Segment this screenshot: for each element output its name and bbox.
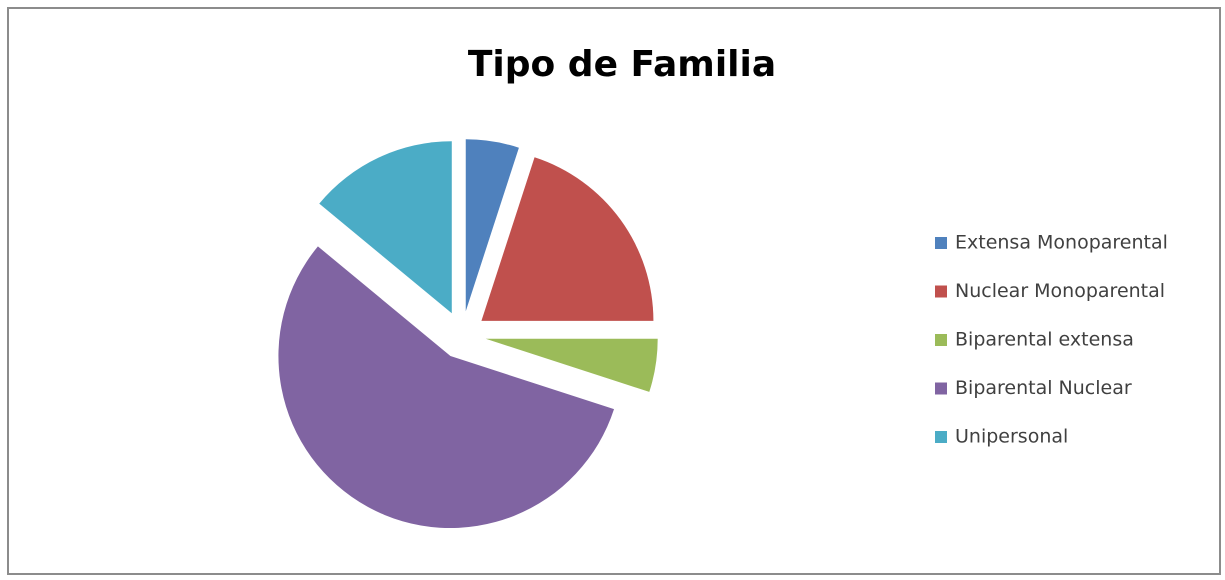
pie-slice bbox=[465, 139, 519, 312]
legend-label: Biparental extensa bbox=[955, 329, 1134, 351]
legend-label: Biparental Nuclear bbox=[955, 377, 1132, 399]
legend-swatch bbox=[935, 431, 947, 443]
legend-swatch bbox=[935, 382, 947, 395]
legend-label: Unipersonal bbox=[955, 426, 1068, 448]
legend-swatch bbox=[935, 334, 947, 346]
legend-swatch bbox=[935, 237, 947, 249]
pie-slice bbox=[481, 157, 654, 321]
pie-slice bbox=[485, 338, 658, 392]
legend-label: Extensa Monoparental bbox=[955, 232, 1168, 254]
chart-title: Tipo de Familia bbox=[468, 44, 776, 85]
pie-slice bbox=[319, 141, 452, 314]
legend-label: Nuclear Monoparental bbox=[955, 280, 1165, 302]
legend-swatch bbox=[935, 285, 947, 298]
pie-slice bbox=[278, 246, 615, 529]
